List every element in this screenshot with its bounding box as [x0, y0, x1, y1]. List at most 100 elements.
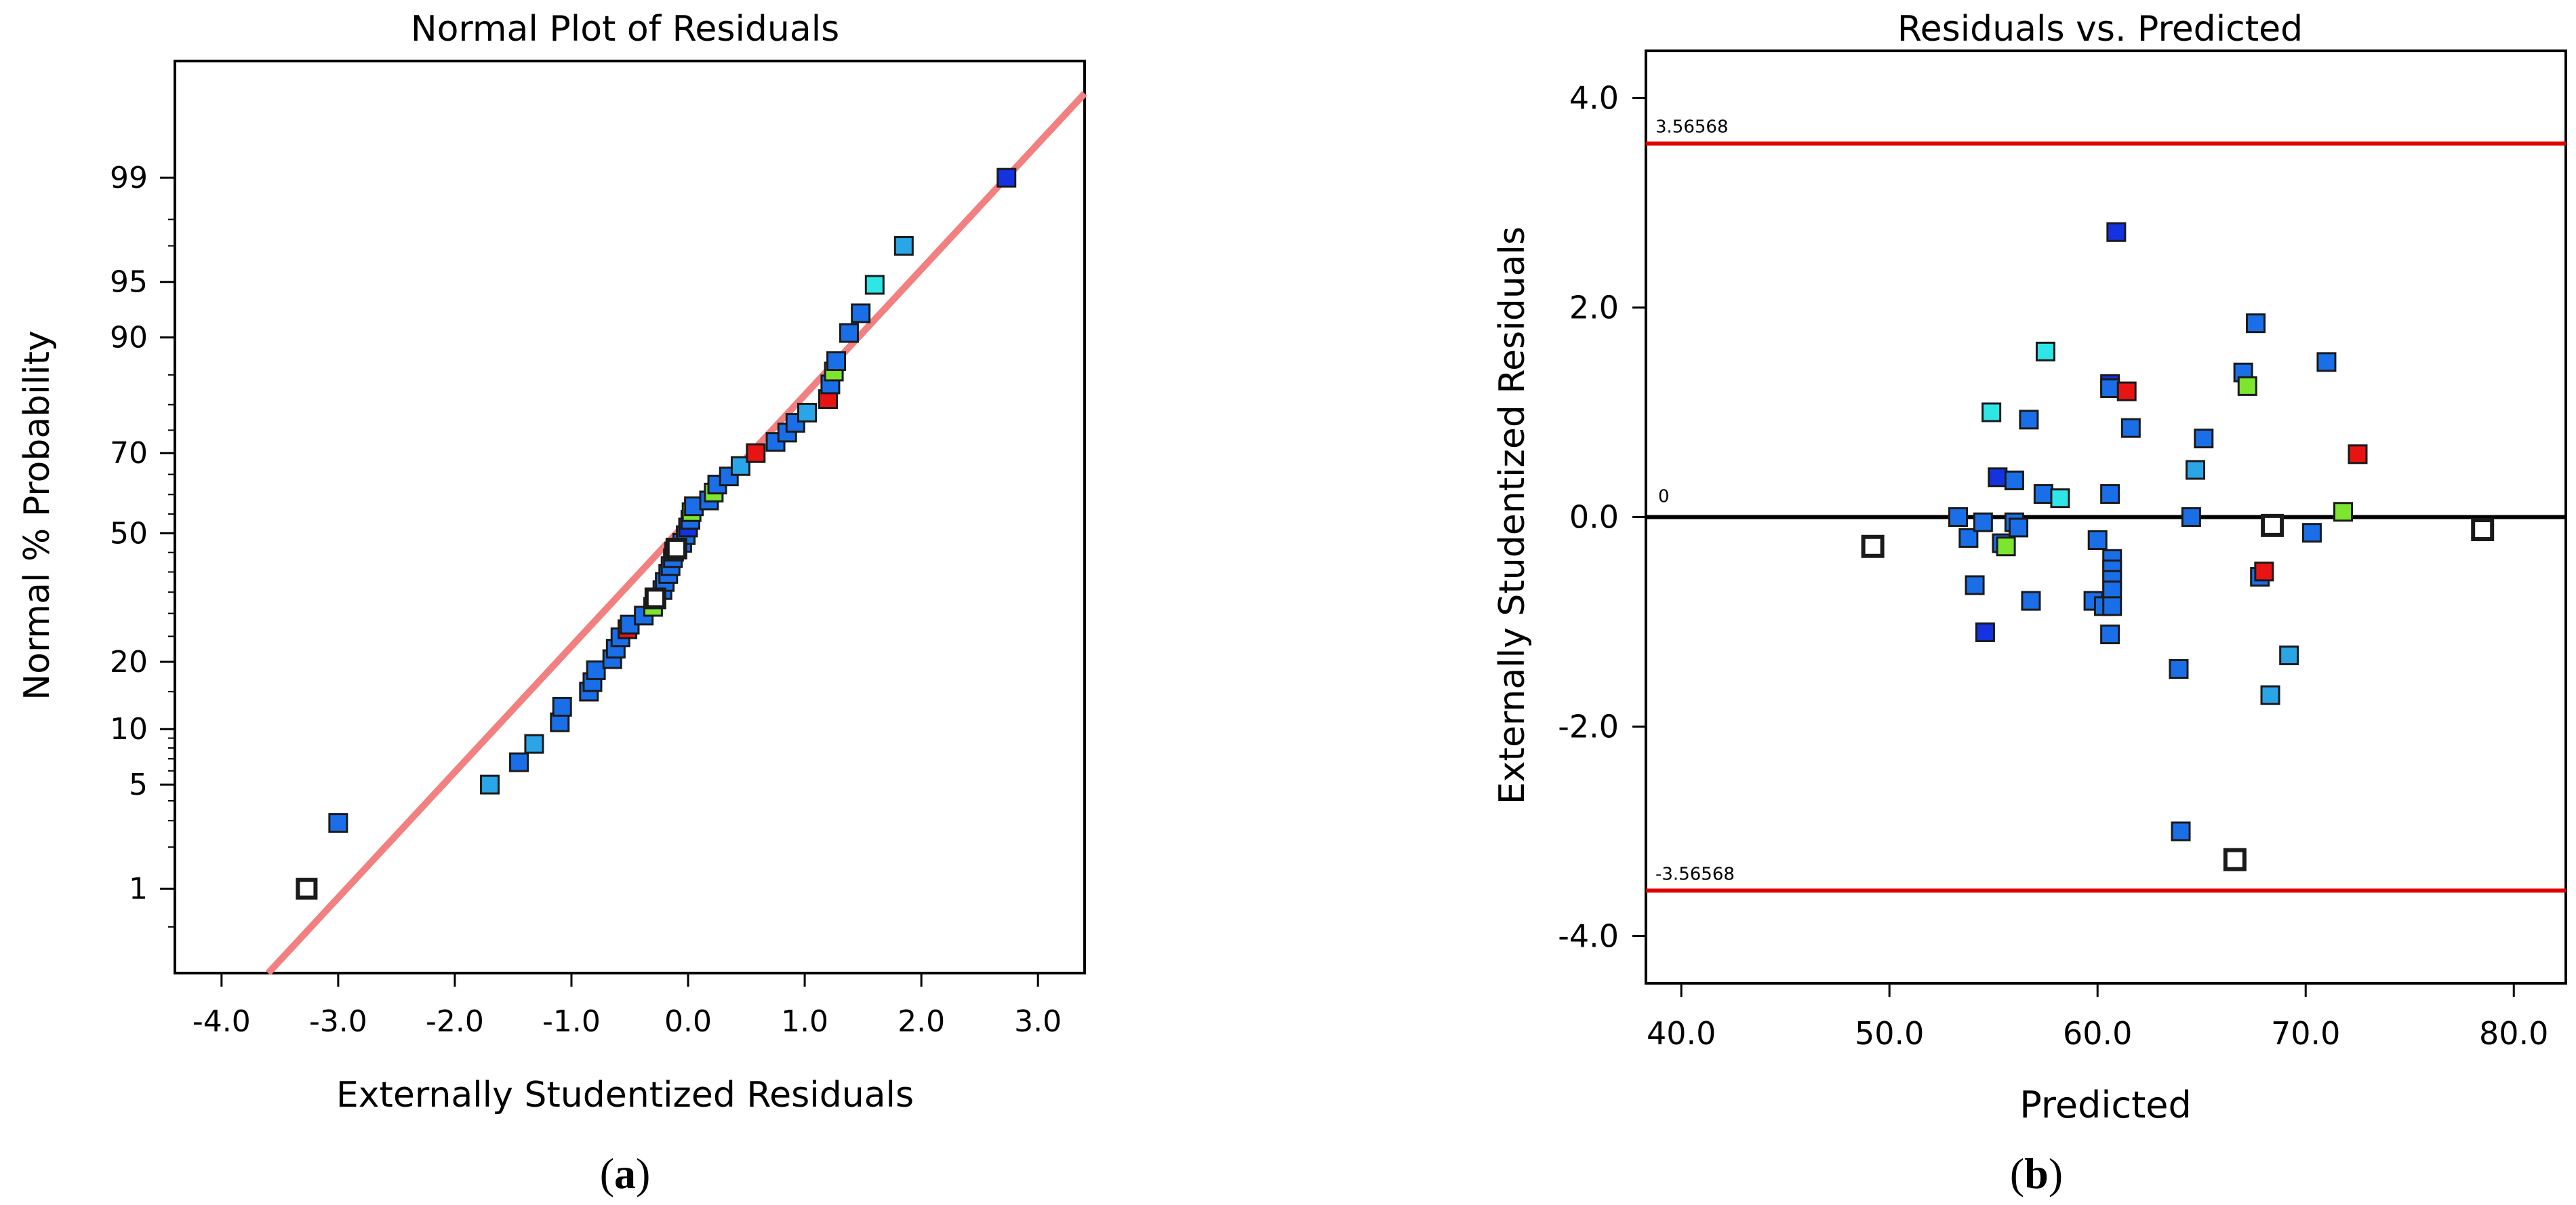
outlier-point: [2471, 518, 2495, 542]
outlier-point: [1861, 534, 1885, 558]
data-point: [1948, 507, 1969, 527]
x-tick-label: 80.0: [2479, 1015, 2548, 1052]
x-tick-label: -3.0: [309, 1004, 367, 1039]
y-tick-label: 1: [129, 872, 148, 907]
x-tick-label: -2.0: [426, 1004, 484, 1039]
normal-plot-area: [265, 91, 1087, 976]
outlier-point: [665, 538, 687, 560]
y-tick-label: 50: [110, 516, 148, 551]
y-tick-label: 0.0: [1569, 499, 1619, 536]
data-point: [2181, 507, 2201, 527]
data-point: [2169, 659, 2189, 679]
data-point: [2004, 470, 2024, 490]
outlier-point: [2223, 848, 2247, 871]
data-point: [2116, 381, 2137, 401]
data-point: [2171, 821, 2191, 842]
residuals-plot-x-label: Predicted: [2019, 1084, 2192, 1126]
data-point: [2050, 488, 2070, 509]
data-point: [1988, 467, 2008, 488]
x-tick-label: 0.0: [664, 1004, 712, 1039]
data-point: [328, 813, 348, 833]
data-point: [480, 774, 500, 795]
data-point: [586, 660, 606, 680]
data-point: [2348, 444, 2368, 465]
data-point: [2102, 596, 2122, 616]
y-tick-label: 5: [129, 768, 148, 802]
x-tick-label: 60.0: [2063, 1015, 2132, 1052]
outlier-point: [296, 877, 318, 900]
data-point: [509, 752, 529, 772]
caption-a: (a): [600, 1149, 651, 1198]
y-tick-label: 90: [110, 321, 148, 355]
data-point: [1958, 528, 1979, 548]
residuals-plot-area: 3.56568 -3.56568 0: [1646, 117, 2566, 893]
data-point: [746, 443, 766, 463]
normal-plot-y-axis: 1 5 10 20 50 70 90 95 99: [110, 161, 175, 928]
upper-limit-label: 3.56568: [1655, 117, 1729, 138]
data-point: [730, 456, 750, 476]
data-point: [2019, 410, 2039, 430]
y-tick-label: -4.0: [1558, 917, 1619, 954]
data-point: [864, 275, 885, 295]
y-tick-label: 4.0: [1569, 80, 1619, 117]
data-point: [2009, 517, 2029, 538]
caption-b: (b): [2010, 1149, 2063, 1198]
data-point: [2106, 222, 2127, 242]
y-tick-label: -2.0: [1558, 708, 1619, 745]
y-tick-label: 10: [110, 712, 148, 747]
normal-plot-title: Normal Plot of Residuals: [411, 9, 840, 50]
data-point: [839, 323, 859, 343]
data-point: [851, 303, 871, 323]
residuals-plot-x-axis: 40.0 50.0 60.0 70.0 80.0: [1647, 983, 2548, 1052]
data-point: [2246, 313, 2266, 334]
x-tick-label: 50.0: [1855, 1015, 1924, 1052]
data-point: [1981, 402, 2002, 422]
data-point: [524, 734, 544, 754]
data-point: [2035, 341, 2055, 361]
caption-a-letter: a: [614, 1149, 636, 1198]
normal-plot-panel: Normal Plot of Residuals 1 5 10 20 50 70 90 95 9…: [17, 9, 1087, 1198]
y-tick-label: 99: [110, 161, 148, 195]
lower-limit-label: -3.56568: [1655, 864, 1735, 884]
data-point: [893, 236, 914, 256]
data-point: [2100, 378, 2120, 398]
data-point: [997, 167, 1017, 188]
data-point: [1965, 575, 1985, 595]
data-point: [797, 403, 818, 423]
y-tick-label: 20: [110, 645, 148, 679]
data-point: [2237, 376, 2257, 396]
caption-b-letter: b: [2024, 1149, 2049, 1198]
data-point: [2186, 460, 2206, 480]
x-tick-label: 3.0: [1014, 1004, 1062, 1039]
outlier-point: [2261, 513, 2285, 537]
data-point: [1996, 536, 2016, 557]
data-point: [2021, 591, 2041, 611]
data-point: [826, 351, 847, 372]
data-point: [2194, 429, 2214, 449]
data-point: [2260, 685, 2280, 705]
data-point: [2279, 645, 2299, 665]
normal-plot-x-label: Externally Studentized Residuals: [336, 1075, 914, 1115]
residuals-vs-predicted-panel: Residuals vs. Predicted 4.0 2.0 0.0 -2.0 -4.…: [1492, 9, 2567, 1198]
x-tick-label: 70.0: [2271, 1015, 2340, 1052]
x-tick-label: -4.0: [193, 1004, 251, 1039]
data-point: [2333, 502, 2353, 522]
data-point: [2033, 484, 2053, 505]
normal-plot-y-label: Normal % Probability: [17, 330, 58, 700]
data-point: [2316, 352, 2337, 372]
x-tick-label: 40.0: [1647, 1015, 1716, 1052]
data-point: [2100, 484, 2120, 505]
x-tick-label: 2.0: [898, 1004, 945, 1039]
y-tick-label: 70: [110, 436, 148, 471]
data-point: [552, 696, 572, 717]
data-point: [1975, 622, 1995, 642]
data-point: [2254, 561, 2274, 582]
data-point: [2100, 625, 2120, 645]
residuals-plot-y-label: Externally Studentized Residuals: [1492, 226, 1533, 804]
data-point: [2087, 530, 2108, 550]
data-point: [1973, 512, 1993, 532]
zero-label: 0: [1658, 487, 1670, 507]
residuals-plot-title: Residuals vs. Predicted: [1897, 9, 2303, 50]
normal-plot-x-axis: -4.0 -3.0 -2.0 -1.0 0.0 1.0 2.0 3.0: [193, 973, 1062, 1039]
data-point: [2301, 523, 2322, 543]
